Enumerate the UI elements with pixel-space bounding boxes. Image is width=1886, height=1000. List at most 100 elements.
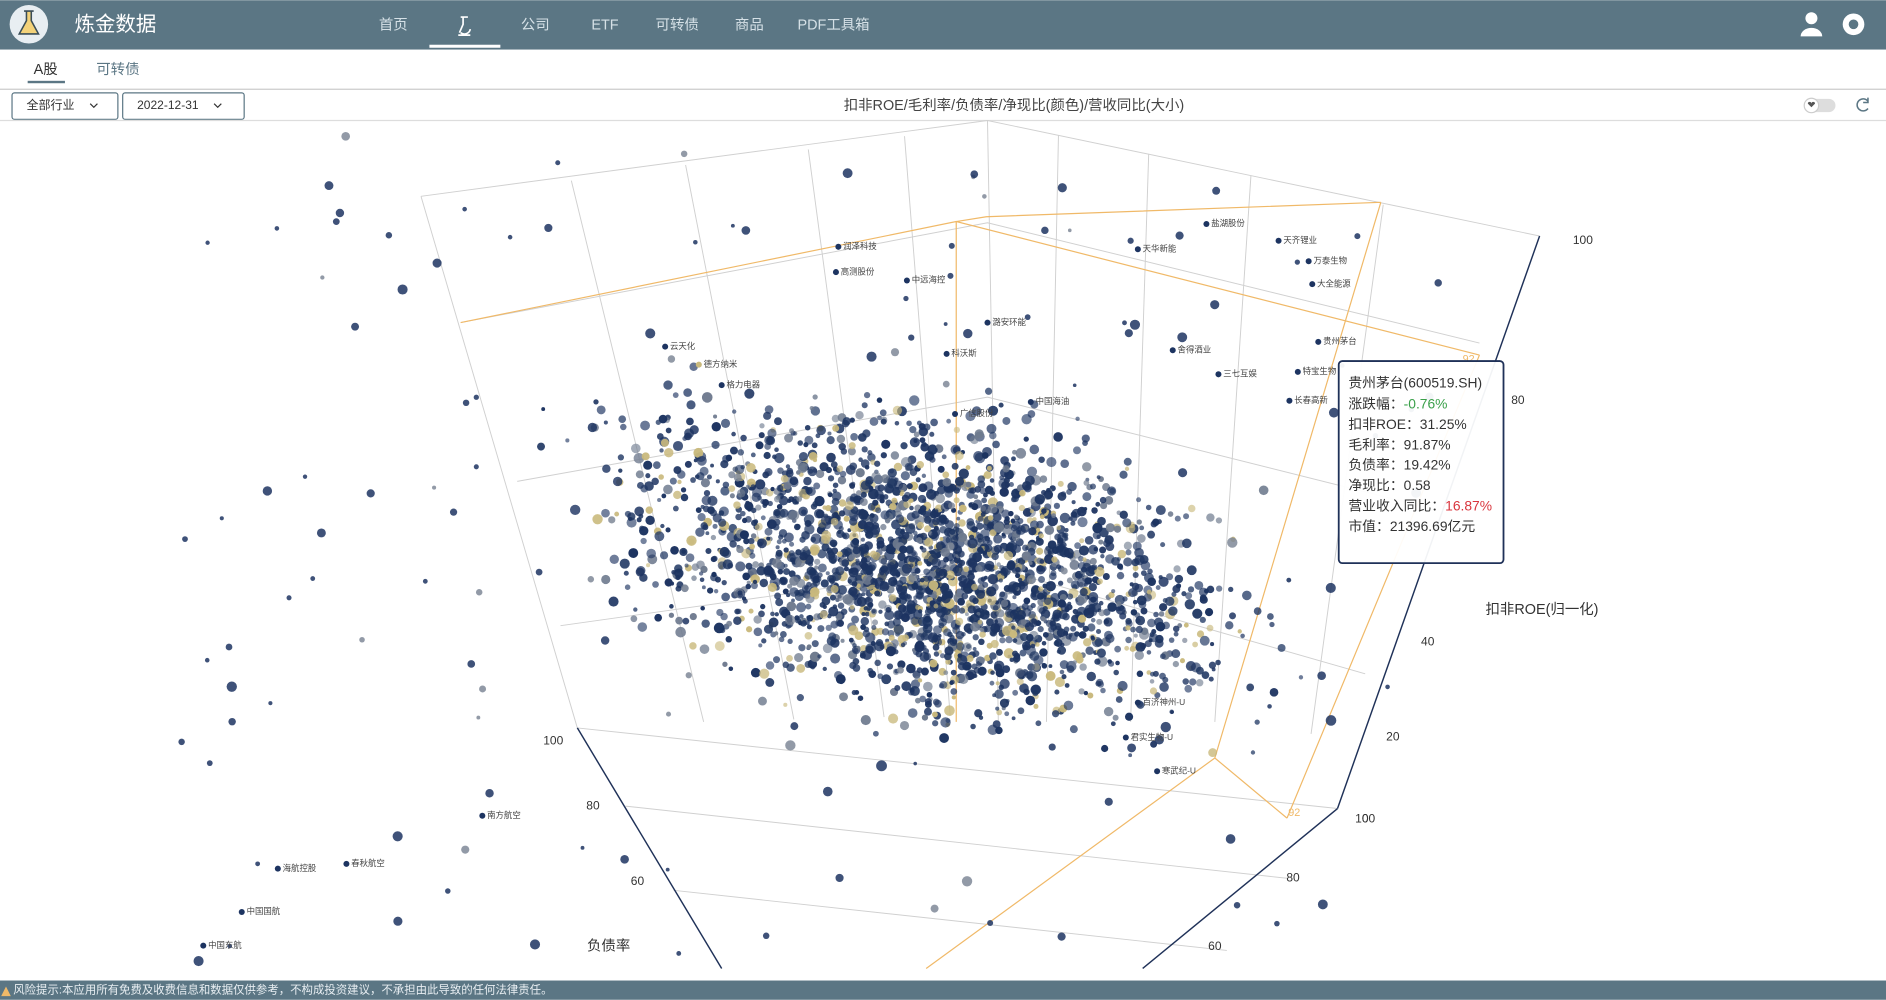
scatter-dot[interactable] (324, 181, 334, 191)
scatter-dot[interactable] (1060, 459, 1070, 469)
scatter-dot[interactable] (1048, 664, 1053, 669)
scatter-dot[interactable] (977, 666, 987, 676)
scatter-dot[interactable] (836, 551, 843, 558)
scatter-dot[interactable] (1149, 679, 1155, 684)
scatter-dot[interactable] (787, 638, 793, 644)
scatter-dot[interactable] (1071, 508, 1081, 518)
scatter-dot[interactable] (739, 530, 749, 540)
scatter-dot[interactable] (693, 239, 698, 245)
scatter-dot[interactable] (814, 565, 819, 570)
scatter-dot[interactable] (906, 420, 912, 427)
scatter-dot[interactable] (848, 637, 854, 643)
scatter-dot[interactable] (842, 594, 853, 605)
scatter-dot[interactable] (890, 348, 900, 357)
scatter-dot[interactable] (612, 476, 623, 487)
scatter-dot[interactable] (790, 722, 799, 731)
scatter-dot[interactable] (973, 673, 978, 679)
scatter-dot[interactable] (690, 477, 696, 483)
scatter-dot[interactable] (1105, 633, 1115, 644)
scatter-dot[interactable] (479, 685, 487, 693)
scatter-dot[interactable] (764, 527, 773, 536)
scatter-dot[interactable] (1129, 582, 1134, 587)
scatter-dot[interactable] (969, 613, 980, 625)
scatter-dot[interactable] (1117, 549, 1127, 559)
scatter-dot[interactable] (555, 160, 561, 166)
scatter-dot[interactable] (1166, 573, 1174, 581)
scatter-dot[interactable] (1079, 538, 1085, 544)
scatter-dot[interactable] (916, 461, 924, 469)
scatter-dot[interactable] (817, 549, 827, 559)
scatter-dot[interactable] (742, 572, 751, 581)
scatter-dot[interactable] (759, 423, 765, 429)
scatter-dot[interactable] (1174, 574, 1184, 584)
scatter-dot[interactable] (681, 584, 689, 593)
scatter-dot[interactable] (861, 592, 866, 597)
scatter-dot[interactable] (1143, 593, 1152, 602)
scatter-dot[interactable] (1021, 602, 1029, 610)
scatter-dot[interactable] (880, 510, 890, 520)
scatter-dot[interactable] (774, 592, 782, 600)
scatter-dot[interactable] (996, 562, 1001, 567)
scatter-dot[interactable] (939, 681, 948, 689)
scatter-dot[interactable] (1056, 525, 1062, 531)
scatter-dot[interactable] (822, 643, 833, 654)
scatter-dot[interactable] (1116, 571, 1125, 580)
scatter-dot[interactable] (1069, 725, 1078, 734)
scatter-dot[interactable] (803, 442, 809, 448)
scatter-dot[interactable] (907, 708, 918, 718)
scatter-dot[interactable] (880, 418, 887, 425)
scatter-dot[interactable] (909, 437, 920, 448)
scatter-dot[interactable] (828, 606, 839, 617)
scatter-dot[interactable] (815, 433, 821, 439)
scatter-dot[interactable] (741, 226, 751, 235)
scatter-dot[interactable] (1022, 544, 1029, 552)
scatter-dot[interactable] (836, 434, 846, 444)
scatter-dot[interactable] (837, 476, 847, 485)
scatter-dot[interactable] (1088, 582, 1097, 592)
scatter-dot[interactable] (764, 435, 774, 446)
scatter-dot[interactable] (1136, 519, 1142, 525)
scatter-dot[interactable] (918, 483, 928, 493)
scatter-dot[interactable] (682, 617, 690, 625)
scatter-dot[interactable] (948, 242, 955, 249)
scatter-dot[interactable] (852, 664, 861, 672)
scatter-dot[interactable] (848, 554, 855, 561)
scatter-dot[interactable] (1033, 703, 1039, 709)
scatter-dot[interactable] (366, 489, 375, 498)
scatter-dot[interactable] (1089, 483, 1096, 490)
scatter-dot[interactable] (913, 530, 918, 536)
scatter-dot[interactable] (1023, 436, 1029, 442)
scatter-dot[interactable] (874, 659, 881, 667)
scatter-dot[interactable] (958, 674, 969, 685)
scatter-dot[interactable] (1087, 623, 1096, 632)
scatter-dot[interactable] (705, 531, 710, 536)
scatter-dot[interactable] (885, 646, 896, 657)
stock-dot[interactable] (695, 361, 702, 368)
scatter-dot[interactable] (920, 577, 925, 583)
scatter-dot[interactable] (1068, 516, 1073, 522)
scatter-dot[interactable] (751, 519, 758, 526)
scatter-dot[interactable] (1192, 641, 1198, 648)
scatter-dot[interactable] (795, 549, 802, 556)
scatter-dot[interactable] (1075, 655, 1084, 664)
scatter-dot[interactable] (993, 623, 1003, 633)
stock-dot[interactable] (984, 319, 991, 326)
scatter-dot[interactable] (706, 474, 712, 480)
scatter-dot[interactable] (956, 516, 961, 521)
user-icon[interactable] (1800, 12, 1823, 37)
scatter-dot[interactable] (977, 546, 984, 553)
scatter-dot[interactable] (970, 527, 975, 532)
scatter-dot[interactable] (672, 392, 679, 399)
scatter-dot[interactable] (645, 515, 655, 526)
scatter-dot[interactable] (856, 490, 862, 496)
scatter-dot[interactable] (990, 639, 999, 649)
scatter-dot[interactable] (671, 570, 676, 575)
scatter-dot[interactable] (881, 674, 892, 685)
scatter-dot[interactable] (986, 586, 997, 597)
scatter-dot[interactable] (1099, 496, 1107, 504)
scatter-dot[interactable] (1096, 656, 1108, 667)
scatter-dot[interactable] (1057, 539, 1064, 546)
scatter-dot[interactable] (958, 468, 969, 479)
scatter-dot[interactable] (1098, 539, 1104, 545)
scatter-dot[interactable] (1089, 557, 1097, 565)
